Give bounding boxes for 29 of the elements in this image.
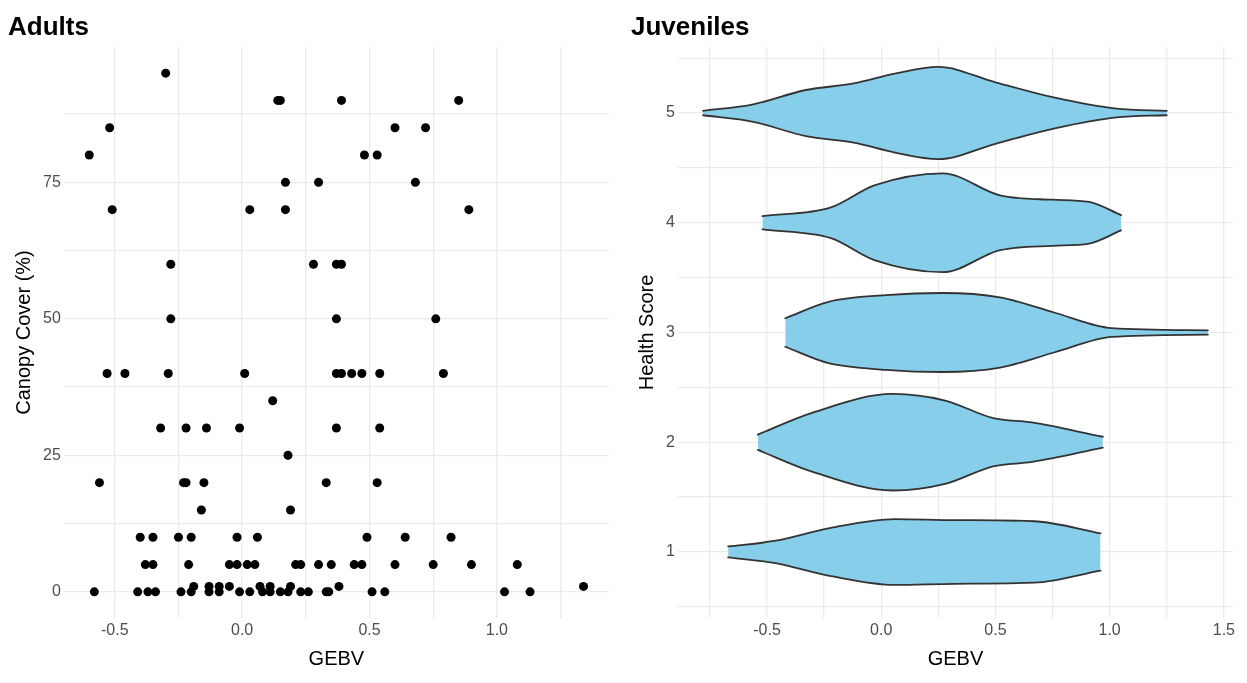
x-tick-label: 1.0 — [1098, 620, 1121, 638]
x-tick-label: -0.5 — [100, 620, 129, 638]
y-tick-label: 25 — [43, 445, 61, 463]
line-series — [761, 228, 1122, 274]
x-axis-title: GEBV — [927, 646, 984, 669]
chart-title: Adults — [8, 10, 89, 41]
y-tick-label: 75 — [43, 172, 61, 190]
x-tick-label: 0.0 — [231, 620, 254, 638]
x-axis-title: GEBV — [308, 646, 365, 669]
line-series — [727, 556, 1102, 586]
y-tick-label: 5 — [665, 103, 675, 121]
line-series — [756, 446, 1104, 492]
y-axis-title: Health Score — [634, 274, 657, 391]
y-axis-title: Canopy Cover (%) — [11, 250, 34, 415]
x-tick-label: -0.5 — [753, 620, 781, 638]
x-tick-label: 0.0 — [870, 620, 893, 638]
y-tick-label: 3 — [665, 322, 675, 340]
y-tick-label: 0 — [51, 582, 61, 600]
line-series — [702, 114, 1168, 161]
x-tick-label: 1.0 — [485, 620, 509, 638]
x-tick-label: 0.5 — [984, 620, 1007, 638]
y-tick-label: 1 — [665, 542, 675, 560]
y-tick-label: 50 — [43, 309, 61, 327]
line-series — [784, 333, 1209, 373]
y-tick-label: 4 — [665, 213, 675, 231]
chart-title: Juveniles — [631, 10, 750, 41]
x-tick-label: 1.5 — [1212, 620, 1236, 638]
x-tick-label: 0.5 — [358, 620, 381, 638]
y-tick-label: 2 — [665, 432, 675, 450]
